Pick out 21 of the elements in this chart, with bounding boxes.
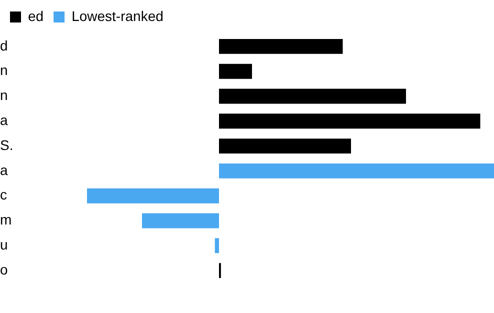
bar <box>219 38 343 54</box>
legend-label: Lowest-ranked <box>72 8 164 24</box>
legend-label: ed <box>28 8 44 24</box>
bar <box>87 188 219 204</box>
y-tick-label: m <box>0 212 12 228</box>
bar <box>219 64 252 79</box>
bar <box>214 238 219 254</box>
y-tick-label: o <box>0 261 8 278</box>
bar <box>142 213 219 228</box>
y-tick-label: u <box>0 236 8 253</box>
y-tick-label: n <box>0 87 8 104</box>
bar <box>219 88 406 104</box>
bar <box>219 138 351 154</box>
y-tick-label: S. <box>0 136 14 153</box>
y-tick-label: a <box>0 162 8 178</box>
y-tick-label: d <box>0 37 8 54</box>
y-tick-label: n <box>0 62 8 78</box>
bar <box>219 163 494 178</box>
y-tick-label: a <box>0 112 8 128</box>
y-tick-label: c <box>0 186 7 203</box>
bar <box>219 114 480 129</box>
